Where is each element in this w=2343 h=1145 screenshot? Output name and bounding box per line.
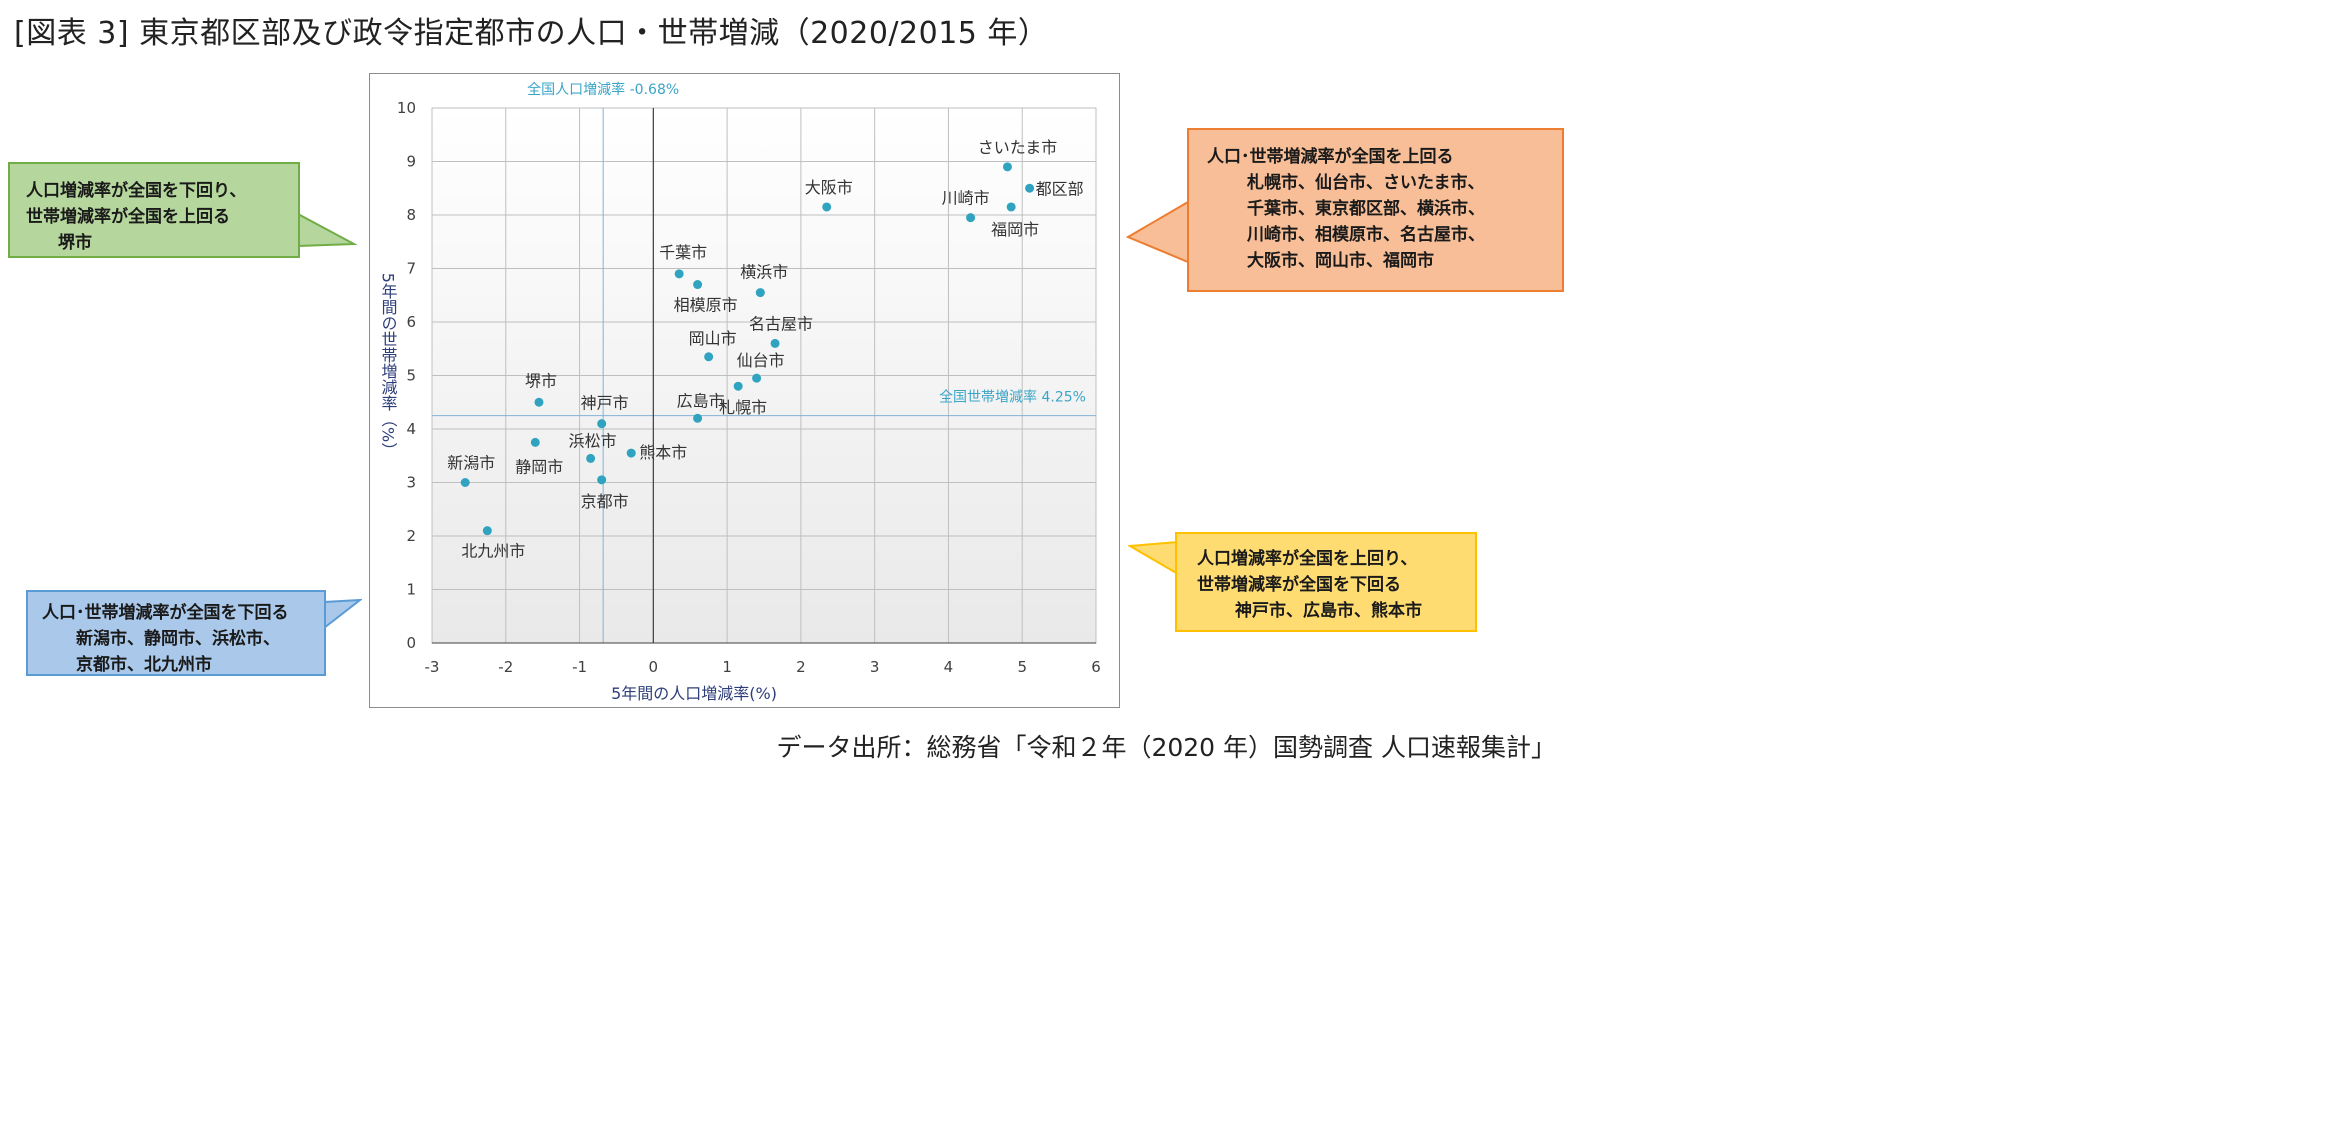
callout-green-line-3: 堺市 [58, 233, 92, 253]
data-point [674, 269, 684, 279]
y-tick-label: 1 [406, 581, 416, 599]
data-point [752, 373, 762, 383]
point-label: 静岡市 [515, 457, 563, 476]
x-tick-label: -1 [572, 658, 587, 676]
y-tick-label: 3 [406, 474, 416, 492]
y-tick-label: 7 [406, 260, 416, 278]
point-label: 堺市 [525, 371, 557, 390]
y-tick-label: 10 [397, 99, 416, 117]
callout-blue-line-2: 新潟市、静岡市、浜松市、 [76, 629, 280, 649]
x-tick-label: -3 [425, 658, 440, 676]
data-point [1006, 202, 1016, 212]
callout-green-line-1: 人口増減率が全国を下回り、 [26, 181, 247, 201]
point-label: 広島市 [677, 391, 725, 410]
point-label: 福岡市 [991, 220, 1039, 239]
source-note: データ出所：総務省「令和２年（2020 年）国勢調査 人口速報集計」 [776, 733, 1556, 762]
data-point [482, 526, 492, 536]
x-axis-title: 5年間の人口増減率(%) [611, 684, 777, 703]
x-tick-label: 4 [944, 658, 954, 676]
scatter-chart: 全国人口増減率 -0.68%全国世帯増減率 4.25% -3 -2 -1 0 1 2 3 4 5… [379, 81, 1101, 703]
callout-blue-line-1: 人口･世帯増減率が全国を下回る [42, 603, 289, 623]
national-household-label: 全国世帯増減率 4.25% [939, 389, 1086, 406]
point-label: 仙台市 [737, 351, 785, 370]
callout-yellow-line-1: 人口増減率が全国を上回り、 [1197, 549, 1418, 569]
y-tick-label: 0 [406, 634, 416, 652]
data-point [626, 448, 636, 458]
callout-orange-line-3: 千葉市、東京都区部、横浜市、 [1247, 199, 1485, 219]
data-point [966, 213, 976, 223]
point-label: 川崎市 [942, 189, 990, 208]
point-label: 名古屋市 [749, 314, 813, 333]
data-point [770, 338, 780, 348]
green-callout-tail [298, 212, 358, 248]
axes [432, 108, 1096, 644]
y-axis-title: 5年間の世帯増減率（%） [379, 273, 398, 458]
point-label: 相模原市 [674, 296, 738, 315]
callout-orange-line-2: 札幌市、仙台市、さいたま市、 [1247, 173, 1485, 193]
point-label: 岡山市 [689, 329, 737, 348]
data-point [693, 280, 703, 290]
x-tick-label: 0 [649, 658, 659, 676]
data-point [597, 475, 607, 485]
point-label: 北九州市 [461, 542, 525, 561]
national-population-label: 全国人口増減率 -0.68% [527, 81, 679, 98]
point-label: 熊本市 [639, 443, 687, 462]
point-label: 新潟市 [447, 454, 495, 473]
y-tick-label: 9 [406, 153, 416, 171]
x-tick-label: 3 [870, 658, 880, 676]
data-point [733, 381, 743, 391]
callout-blue: 人口･世帯増減率が全国を下回る 新潟市、静岡市、浜松市、 京都市、北九州市 [26, 590, 326, 676]
x-tick-label: 1 [722, 658, 732, 676]
point-label: 浜松市 [569, 431, 617, 450]
data-point [822, 202, 832, 212]
data-point [530, 437, 540, 447]
callout-orange-line-5: 大阪市、岡山市、福岡市 [1247, 251, 1434, 271]
data-point [1002, 162, 1012, 172]
point-label: 札幌市 [719, 398, 767, 417]
y-tick-label: 4 [406, 420, 416, 438]
point-label: さいたま市 [978, 138, 1058, 157]
callout-orange: 人口･世帯増減率が全国を上回る 札幌市、仙台市、さいたま市、 千葉市、東京都区部… [1187, 128, 1564, 292]
data-point [704, 352, 714, 362]
x-tick-label: 5 [1017, 658, 1027, 676]
data-point [534, 397, 544, 407]
callout-green: 人口増減率が全国を下回り、 世帯増減率が全国を上回る 堺市 [8, 162, 300, 258]
point-label: 横浜市 [740, 263, 788, 282]
tick-labels: -3 -2 -1 0 1 2 3 4 5 6 0 1 2 3 4 5 6 7 8 9 10 [397, 99, 1101, 676]
callout-green-line-2: 世帯増減率が全国を上回る [26, 207, 230, 227]
data-point [693, 413, 703, 423]
callout-blue-line-3: 京都市、北九州市 [76, 655, 212, 675]
x-tick-label: 6 [1091, 658, 1101, 676]
data-point [597, 419, 607, 429]
y-tick-label: 2 [406, 527, 416, 545]
point-label: 神戸市 [581, 394, 629, 413]
callout-orange-line-1: 人口･世帯増減率が全国を上回る [1207, 147, 1454, 167]
callout-orange-line-4: 川崎市、相模原市、名古屋市、 [1247, 225, 1485, 245]
data-point [755, 288, 765, 298]
reference-lines: 全国人口増減率 -0.68% 全国世帯増減率 4.25% [432, 81, 1096, 643]
callout-yellow: 人口増減率が全国を上回り、 世帯増減率が全国を下回る 神戸市、広島市、熊本市 [1175, 532, 1477, 632]
page-title: [図表 3] 東京都区部及び政令指定都市の人口・世帯増減（2020/2015 年… [14, 16, 1049, 51]
callout-yellow-line-3: 神戸市、広島市、熊本市 [1235, 601, 1422, 621]
point-label: 京都市 [581, 492, 629, 511]
point-label: 千葉市 [659, 243, 707, 262]
y-tick-label: 5 [406, 367, 416, 385]
y-tick-label: 6 [406, 313, 416, 331]
data-point [460, 478, 470, 487]
y-tick-label: 8 [406, 206, 416, 224]
data-point [586, 453, 596, 463]
data-points [460, 162, 1035, 536]
x-tick-label: -2 [498, 658, 513, 676]
point-label: 都区部 [1036, 179, 1084, 198]
axis-titles: 5年間の人口増減率(%) 5年間の世帯増減率（%） [379, 273, 777, 703]
yellow-callout-tail [1128, 540, 1180, 576]
blue-callout-tail [322, 598, 362, 631]
point-label: 大阪市 [805, 178, 853, 197]
data-point [1025, 183, 1035, 193]
orange-callout-tail [1126, 200, 1190, 264]
x-tick-label: 2 [796, 658, 806, 676]
callout-yellow-line-2: 世帯増減率が全国を下回る [1197, 575, 1401, 595]
